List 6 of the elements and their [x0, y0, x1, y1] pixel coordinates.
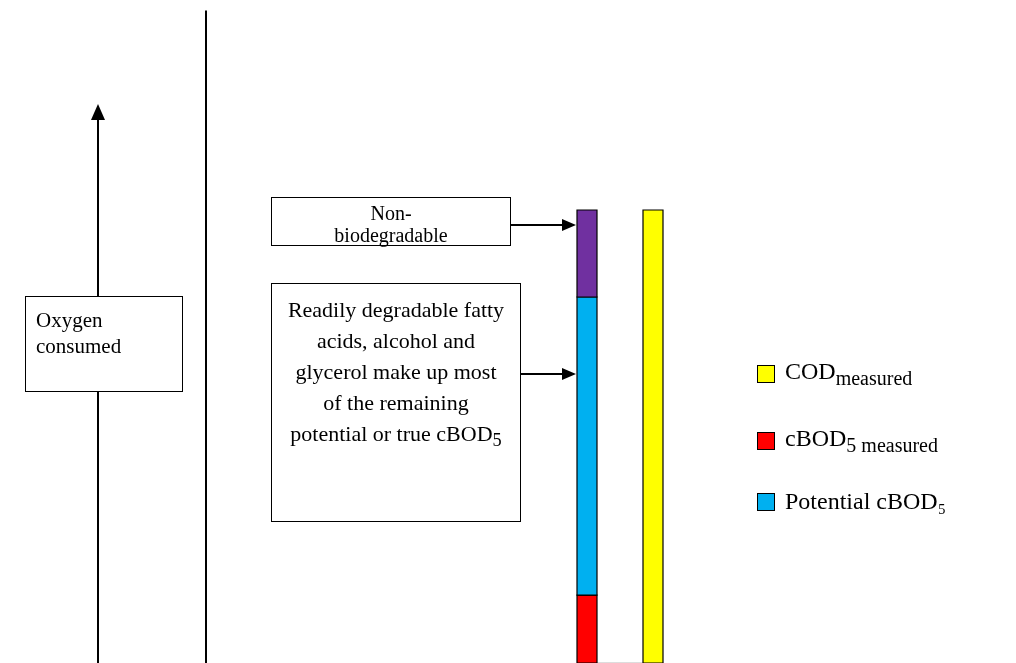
callout-box: Readily degradable fatty acids, alcohol and glycerol make up most of the remaining potential or true cBOD$_{5}$	[271, 283, 521, 522]
legend-label: cBOD$_{5 measured}$	[785, 425, 938, 457]
legend-label: Potential cBOD₅	[785, 488, 947, 515]
callout-box: Oxygen consumed	[25, 296, 183, 392]
legend-label: COD$_{measured}$	[785, 358, 913, 390]
callout-box: Non-biodegradable	[271, 197, 511, 246]
